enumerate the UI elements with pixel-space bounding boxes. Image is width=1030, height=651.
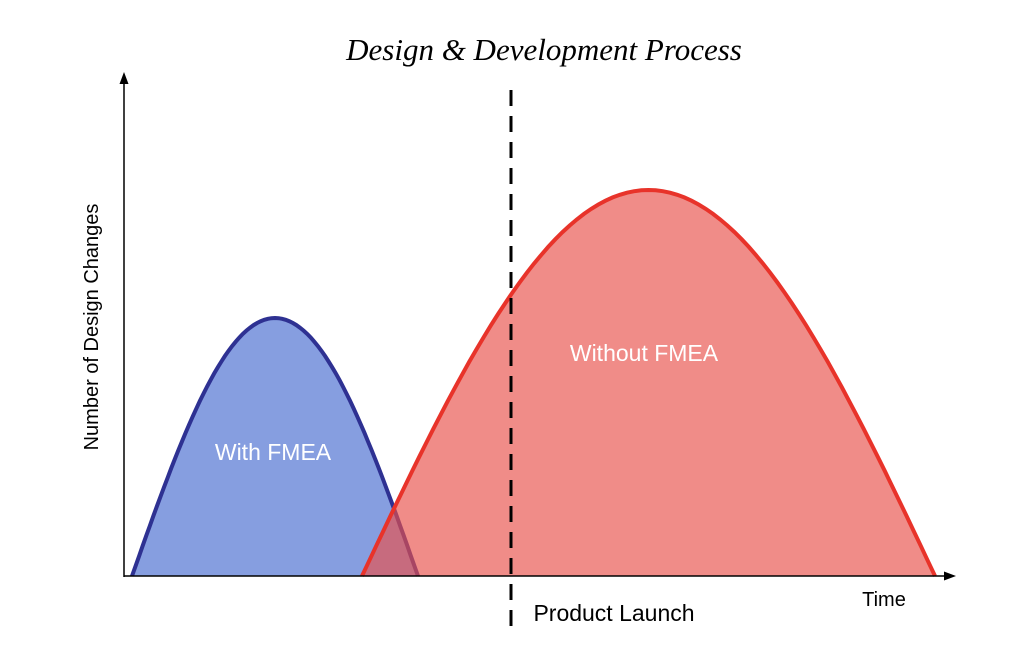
without-fmea-label: Without FMEA	[570, 340, 719, 366]
product-launch-label: Product Launch	[533, 600, 694, 626]
x-axis-arrow-icon	[944, 571, 956, 581]
with-fmea-label: With FMEA	[215, 439, 332, 465]
without-fmea-area	[362, 190, 935, 576]
with-fmea-curve	[130, 315, 420, 577]
y-axis-arrow-icon	[119, 72, 129, 84]
x-axis-label: Time	[862, 589, 906, 611]
without-fmea-curve	[360, 187, 937, 577]
with-fmea-area	[132, 318, 418, 576]
diagram-title: Design & Development Process	[345, 32, 742, 67]
y-axis-label: Number of Design Changes	[81, 204, 103, 451]
